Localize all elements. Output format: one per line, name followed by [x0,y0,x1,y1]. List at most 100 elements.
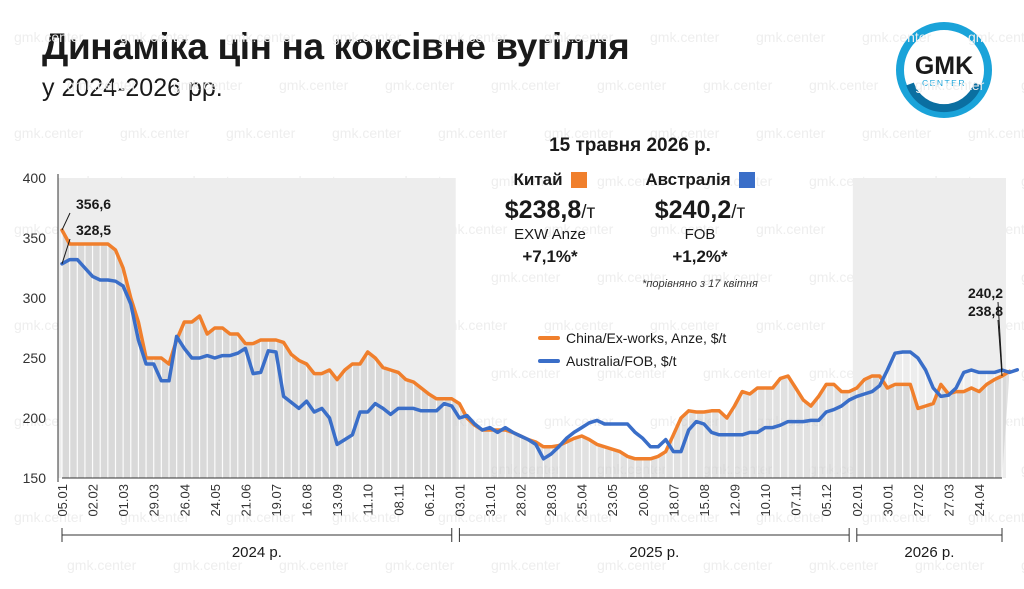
x-tick-label: 13.09 [330,484,345,517]
watermark-text: gmk.center [650,317,720,333]
annotation-label: 356,6 [76,196,111,212]
x-tick-label: 16.08 [300,484,315,517]
australia-price: $240,2 [654,196,732,224]
watermark-text: gmk.center [438,125,508,141]
x-tick-label: 08.11 [391,484,406,516]
x-tick-label: 12.09 [728,484,743,517]
y-tick-label: 200 [23,410,47,426]
watermark-text: gmk.center [968,509,1024,525]
y-tick-label: 350 [23,230,47,246]
watermark-text: gmk.center [597,77,667,93]
watermark-text: gmk.center [756,509,826,525]
watermark-text: gmk.center [438,509,508,525]
watermark-text: gmk.center [385,557,455,573]
x-tick-label: 27.02 [911,484,926,517]
watermark-text: gmk.center [544,509,614,525]
x-tick-label: 11.10 [361,484,376,516]
china-summary: Китай $238,8/т EXW Anze +7,1%* [470,170,630,267]
x-tick-label: 24.04 [972,484,987,517]
chart-subtitle: у 2024-2026 рр. [42,74,223,102]
watermark-text: gmk.center [544,125,614,141]
watermark-text: gmk.center [544,413,614,429]
x-tick-label: 18.07 [666,484,681,517]
watermark-text: gmk.center [332,29,402,45]
chart-title: Динаміка цін на коксівне вугілля [42,26,630,67]
watermark-text: gmk.center [597,365,667,381]
watermark-text: gmk.center [332,509,402,525]
y-tick-label: 250 [23,350,47,366]
watermark-text: gmk.center [14,509,84,525]
watermark-text: gmk.center [703,77,773,93]
watermark-text: gmk.center [1021,365,1024,381]
x-tick-label: 20.06 [636,484,651,517]
legend-line-australia [538,359,560,363]
china-price-row: $238,8/т [470,196,630,225]
watermark-text: gmk.center [1021,557,1024,573]
watermark-text: gmk.center [67,557,137,573]
gmk-center-logo: GMK CENTER [896,22,992,118]
watermark-text: gmk.center [1021,173,1024,189]
china-change: +7,1%* [522,247,578,266]
svg-text:GMK: GMK [915,52,973,80]
watermark-text: gmk.center [544,317,614,333]
watermark-text: gmk.center [226,509,296,525]
watermark-text: gmk.center [915,557,985,573]
x-tick-label: 15.08 [697,484,712,517]
period-label: 2024 р. [232,544,282,561]
x-tick-label: 23.05 [605,484,620,517]
watermark-text: gmk.center [173,557,243,573]
legend-label-australia: Australia/FOB, $/t [566,353,677,369]
x-tick-label: 31.01 [483,484,498,517]
x-tick-label: 24.05 [208,484,223,517]
watermark-text: gmk.center [226,29,296,45]
legend-item-australia: Australia/FOB, $/t [538,353,676,369]
china-basis: EXW Anze [514,226,586,243]
watermark-text: gmk.center [1021,269,1024,285]
x-tick-label: 05.12 [819,484,834,517]
watermark-text: gmk.center [279,77,349,93]
watermark-text: gmk.center [809,77,879,93]
watermark-text: gmk.center [862,29,932,45]
watermark-text: gmk.center [491,173,561,189]
watermark-text: gmk.center [597,173,667,189]
x-tick-label: 26.04 [177,484,192,517]
watermark-text: gmk.center [650,29,720,45]
x-tick-label: 30.01 [880,484,895,517]
watermark-text: gmk.center [67,77,137,93]
x-tick-label: 03.01 [452,484,467,517]
watermark-text: gmk.center [650,509,720,525]
watermark-text: gmk.center [491,269,561,285]
x-tick-label: 02.02 [86,484,101,517]
watermark-text: gmk.center [1021,77,1024,93]
australia-summary: Австралія $240,2/т FOB +1,2%* [620,170,780,267]
watermark-text: gmk.center [756,125,826,141]
annotation-leader [61,212,71,231]
watermark-text: gmk.center [332,125,402,141]
watermark-text: gmk.center [385,77,455,93]
svg-text:CENTER: CENTER [922,78,966,88]
watermark-text: gmk.center [703,365,773,381]
china-color-swatch [570,172,587,188]
australia-price-unit: /т [731,202,746,223]
x-tick-label: 07.11 [789,484,804,516]
series-line-china [60,228,1012,461]
watermark-text: gmk.center [120,125,190,141]
x-tick-label: 28.03 [544,484,559,517]
watermark-text: gmk.center [279,557,349,573]
watermark-text: gmk.center [756,221,826,237]
annotation-leader [61,238,71,264]
legend-item-china: China/Ex-works, Anze, $/t [538,330,726,346]
watermark-text: gmk.center [756,317,826,333]
watermark-text: gmk.center [703,557,773,573]
annotation-label: 238,8 [968,303,1003,319]
watermark-text: gmk.center [14,125,84,141]
watermark-text: gmk.center [915,77,985,93]
watermark-text: gmk.center [14,29,84,45]
x-tick-label: 19.07 [269,484,284,517]
x-tick-label: 21.06 [238,484,253,517]
watermark-text: gmk.center [756,29,826,45]
watermark-text: gmk.center [173,77,243,93]
footnote: *порівняно з 17 квітня [642,278,758,290]
watermark-text: gmk.center [862,509,932,525]
annotation-label: 328,5 [76,222,111,238]
